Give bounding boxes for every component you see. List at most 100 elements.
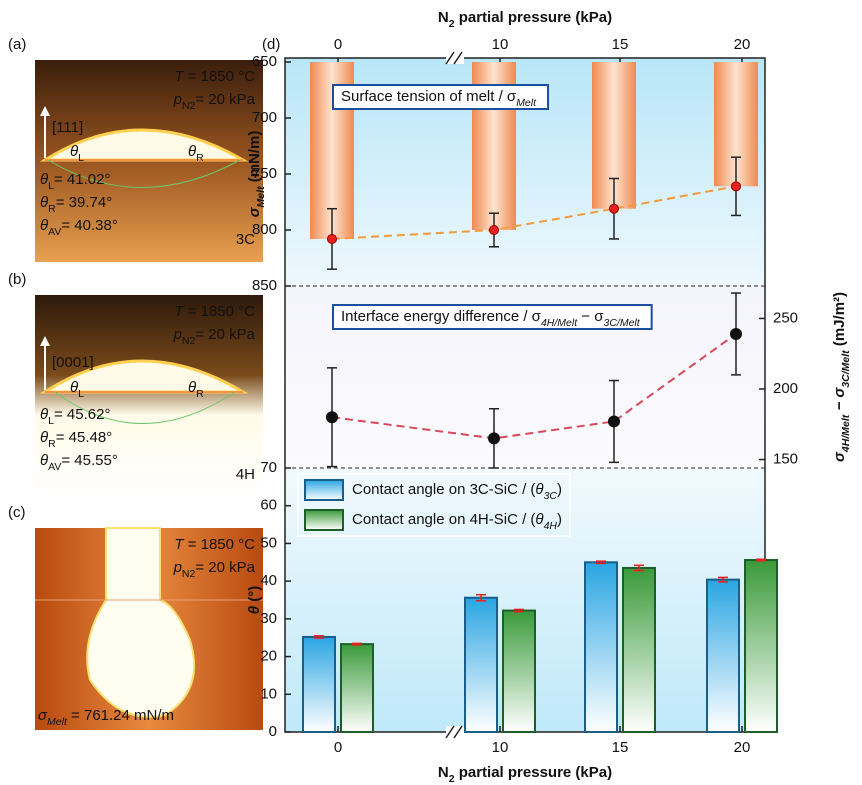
arrow-head [40, 336, 50, 346]
text-part: Melt [255, 186, 267, 208]
angle-mark: θL [70, 143, 84, 164]
text-part: θ [40, 429, 48, 446]
y-tick-label: 20 [260, 648, 277, 665]
temperature: T = 1850 °C [174, 536, 255, 553]
result: θAV= 40.38° [40, 217, 118, 238]
text-part: = 45.55° [61, 452, 117, 469]
y-tick-label: 30 [260, 610, 277, 627]
text-part: θ [40, 406, 48, 423]
text-part: θ [70, 143, 78, 160]
text-part: Surface tension of melt / σ [341, 88, 517, 105]
y-tick-label: 800 [252, 221, 277, 238]
result: θR= 39.74° [40, 194, 112, 215]
trend-line [331, 185, 737, 240]
text-part: σ [38, 707, 48, 724]
axis-break [445, 51, 464, 739]
text-part: θ [70, 379, 78, 396]
text-part: L [48, 415, 54, 427]
bar [302, 635, 336, 734]
y-tick-label: 700 [252, 109, 277, 126]
panel-label: (c) [8, 504, 26, 521]
text-part: R [48, 203, 56, 215]
text-part: N2 [182, 335, 196, 347]
panel-label: (d) [262, 36, 280, 53]
text-part: − σ [831, 387, 848, 415]
temperature: T = 1850 °C [174, 68, 255, 85]
text-part: 3C/Melt [840, 350, 852, 388]
text-part: = 45.48° [56, 429, 112, 446]
text-part: ) [557, 481, 562, 498]
text-part: 3C/Melt [603, 317, 640, 329]
legend-box [332, 84, 550, 110]
bar [584, 561, 618, 733]
text-part: = 20 kPa [195, 91, 255, 108]
y-tick-label: 10 [260, 685, 277, 702]
text-part: θ [40, 171, 48, 188]
text-part: ) [557, 511, 562, 528]
angle-mark: θR [188, 143, 204, 164]
marker [488, 432, 500, 445]
droplet [39, 359, 249, 394]
x-axis-label: N2 partial pressure (kPa) [438, 764, 612, 785]
text-part: partial pressure (kPa) [455, 764, 613, 781]
text-part: N [438, 764, 449, 781]
text-part: (°) [246, 586, 263, 606]
text-part: θ [188, 143, 196, 160]
text-part: N2 [182, 568, 196, 580]
x-tick-label: 20 [734, 739, 751, 756]
text-part: σ [831, 451, 848, 462]
bar [464, 596, 498, 733]
text-part: T [174, 536, 185, 553]
text-part: = 40.38° [61, 217, 117, 234]
y-tick-label: 200 [773, 380, 798, 397]
trend-line [331, 333, 737, 440]
result: θL= 41.02° [40, 171, 110, 192]
pressure: pN2= 20 kPa [173, 91, 256, 112]
legend-label: Contact angle on 4H-SiC / (θ4H) [352, 511, 562, 532]
legend-box [332, 304, 653, 330]
text-part: = 39.74° [56, 194, 112, 211]
y-tick-label: 850 [252, 277, 277, 294]
bar [744, 559, 778, 733]
text-part: = 20 kPa [195, 559, 255, 576]
text-part: Melt [47, 716, 68, 728]
text-part: (mJ/m²) [831, 292, 848, 350]
text-part: θ [246, 605, 263, 614]
text-part: = 761.24 mN/m [67, 707, 174, 724]
x-tick-label: 0 [334, 739, 342, 756]
result: σMelt = 761.24 mN/m [38, 707, 174, 728]
y-axis-label: σ4H/Melt − σ3C/Melt (mJ/m²) [831, 292, 852, 462]
legend-frame [297, 473, 571, 537]
marker [608, 415, 620, 428]
marker [730, 327, 742, 340]
pressure: pN2= 20 kPa [173, 559, 256, 580]
marker [327, 233, 337, 244]
y-tick-label: 150 [773, 451, 798, 468]
legend-label: Contact angle on 3C-SiC / (θ3C) [352, 481, 562, 502]
text-part: = 20 kPa [195, 326, 255, 343]
droplet [39, 128, 249, 162]
x-tick-label: 15 [612, 739, 629, 756]
text-part: L [78, 388, 84, 400]
text-part: = 41.02° [54, 171, 110, 188]
bar [622, 566, 656, 734]
pressure: pN2= 20 kPa [173, 326, 256, 347]
angle-mark: θR [188, 379, 204, 400]
text-part: θ [188, 379, 196, 396]
legend-label: Surface tension of melt / σMelt [341, 88, 537, 109]
text-part: 3C [544, 490, 558, 502]
photo [35, 295, 263, 495]
text-part: AV [48, 226, 61, 238]
y-tick-label: 50 [260, 534, 277, 551]
bar [706, 578, 740, 733]
text-part: Contact angle on 3C-SiC / ( [352, 481, 535, 498]
legend-swatch [304, 479, 344, 501]
text-part: N2 [182, 100, 196, 112]
text-part: N [438, 9, 449, 26]
x-tick-label: 10 [492, 739, 509, 756]
text-part: p [173, 91, 182, 108]
text-part: 2 [449, 18, 455, 30]
y-tick-label: 750 [252, 165, 277, 182]
panel-label: (a) [8, 36, 26, 53]
droplet [86, 527, 196, 718]
